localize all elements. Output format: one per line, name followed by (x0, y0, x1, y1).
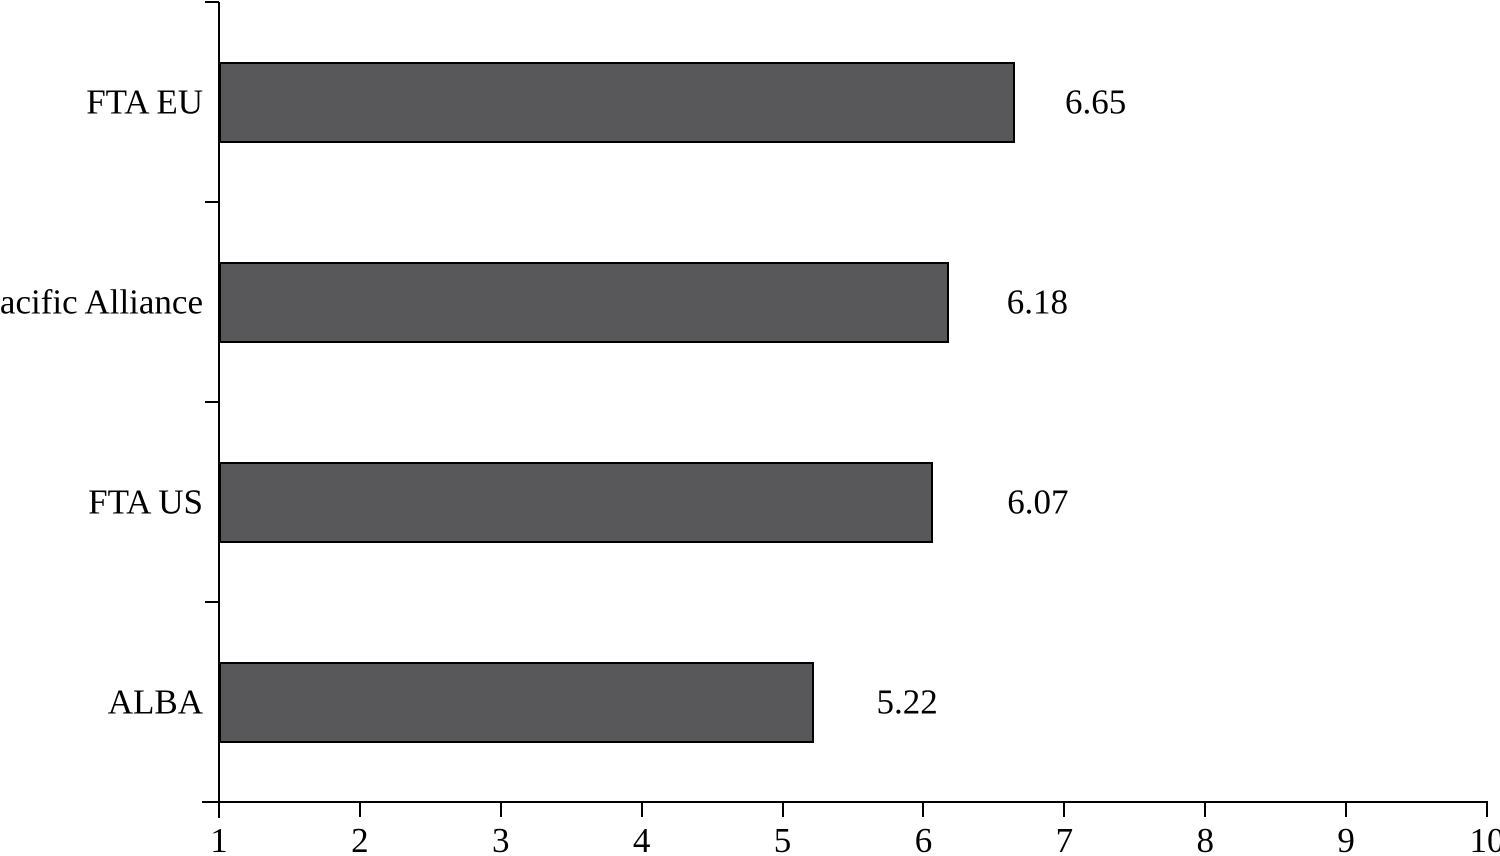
y-axis-tick (205, 601, 219, 603)
y-axis-tick (205, 401, 219, 403)
category-label: FTA EU (86, 82, 203, 122)
bar (219, 261, 949, 343)
x-axis-tick-label: 1 (210, 821, 228, 856)
x-axis-tick-label: 6 (914, 821, 933, 856)
x-axis-tick-label: 10 (1469, 821, 1500, 856)
x-axis-tick (1204, 802, 1207, 817)
x-axis-tick (1486, 802, 1488, 817)
y-axis-tick (205, 201, 219, 203)
x-axis-tick-label: 4 (632, 821, 651, 856)
x-axis-tick (781, 802, 784, 817)
bar (219, 661, 814, 743)
x-axis-tick (640, 802, 643, 817)
x-axis-tick (499, 802, 502, 817)
value-label: 6.07 (1007, 482, 1069, 522)
x-axis-tick-label: 3 (492, 821, 510, 856)
x-axis-tick (1345, 802, 1348, 817)
category-label: Pacific Alliance (0, 282, 203, 322)
bar (219, 61, 1016, 143)
bar (219, 461, 934, 543)
x-axis-tick-label: 5 (773, 821, 792, 856)
x-axis-tick (218, 802, 220, 817)
value-label: 5.22 (876, 682, 938, 722)
x-axis-line (202, 801, 1488, 803)
x-axis-tick (1063, 802, 1066, 817)
y-axis-line (218, 2, 220, 818)
value-label: 6.65 (1065, 82, 1127, 122)
x-axis-tick-label: 8 (1196, 821, 1214, 856)
x-axis-tick-label: 2 (351, 821, 369, 856)
category-label: FTA US (88, 482, 203, 522)
x-axis-tick (922, 802, 925, 817)
x-axis-tick-label: 7 (1055, 821, 1074, 856)
x-axis-tick (358, 802, 361, 817)
category-label: ALBA (107, 682, 203, 722)
y-axis-tick (205, 1, 219, 3)
value-label: 6.18 (1006, 282, 1069, 322)
x-axis-tick-label: 9 (1337, 821, 1355, 856)
